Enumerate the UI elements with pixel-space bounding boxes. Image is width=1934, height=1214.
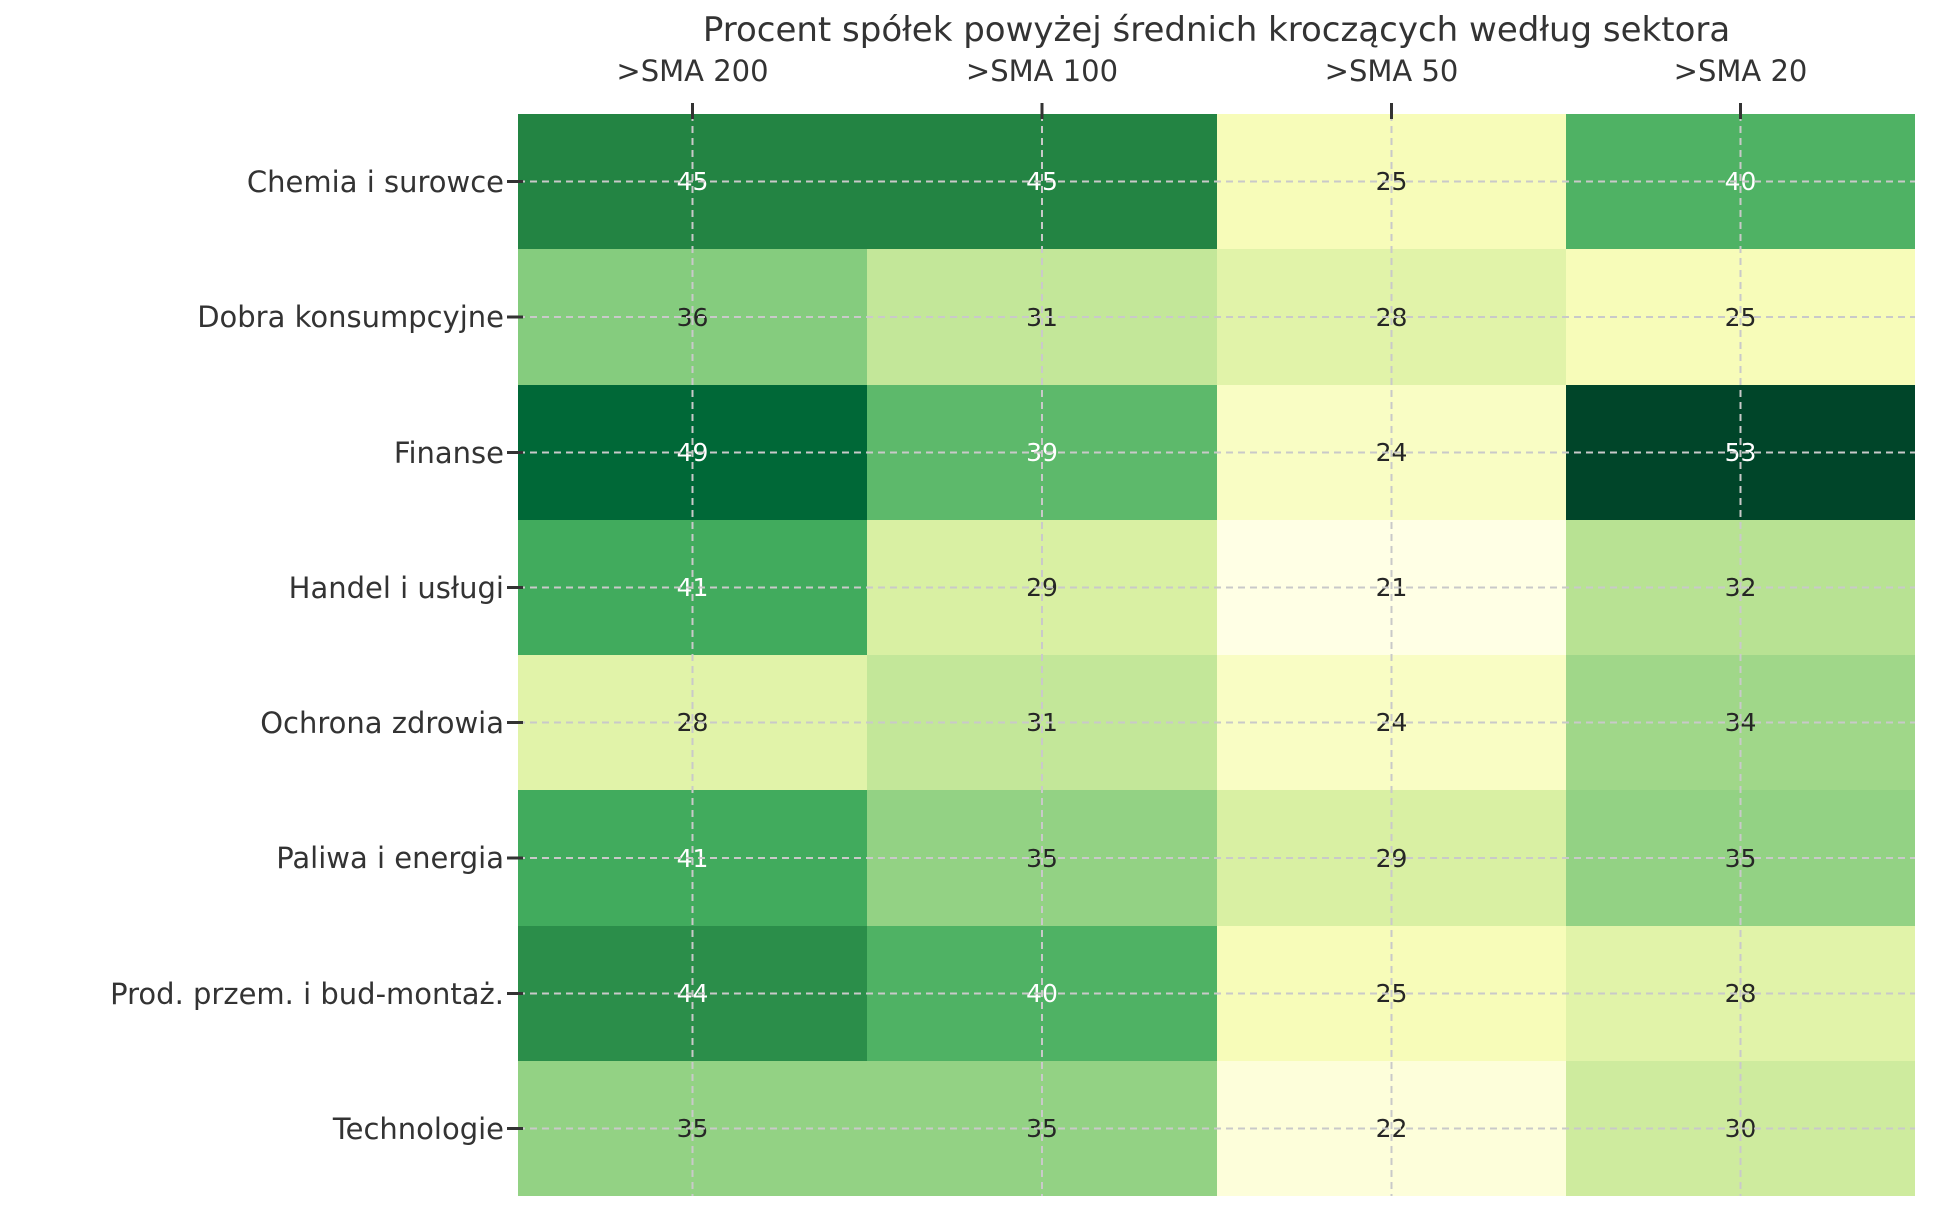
heatmap-cell: 36 bbox=[518, 249, 867, 385]
heatmap-cell: 39 bbox=[867, 385, 1217, 520]
heatmap-cell: 21 bbox=[1217, 520, 1566, 655]
cell-value: 28 bbox=[676, 708, 709, 737]
cell-value: 45 bbox=[1026, 167, 1058, 196]
cell-value: 25 bbox=[1375, 167, 1408, 196]
heatmap-cell: 41 bbox=[518, 520, 867, 655]
cell-value: 29 bbox=[1026, 573, 1058, 602]
cell-value: 35 bbox=[1026, 843, 1058, 873]
heatmap-cell: 24 bbox=[1217, 655, 1566, 790]
cell-value: 40 bbox=[1724, 167, 1757, 196]
heatmap-cell: 31 bbox=[867, 655, 1217, 790]
heatmap-cell: 49 bbox=[518, 385, 867, 520]
cell-value: 39 bbox=[1026, 438, 1058, 467]
heatmap-cell: 29 bbox=[867, 520, 1217, 655]
column-header-sma-200: >SMA 200 bbox=[616, 54, 769, 88]
cell-value: 30 bbox=[1724, 1114, 1757, 1143]
cell-value: 49 bbox=[676, 438, 709, 467]
cell-value: 21 bbox=[1375, 573, 1408, 602]
heatmap-cell: 40 bbox=[867, 926, 1217, 1061]
heatmap-cell: 35 bbox=[867, 1061, 1217, 1196]
cell-value: 45 bbox=[676, 167, 709, 196]
cell-value: 32 bbox=[1724, 573, 1757, 602]
heatmap-cell: 28 bbox=[518, 655, 867, 790]
heatmap-cell: 40 bbox=[1566, 114, 1915, 249]
cell-value: 24 bbox=[1375, 708, 1408, 737]
cell-value: 35 bbox=[676, 1114, 709, 1143]
heatmap-cell: 30 bbox=[1566, 1061, 1915, 1196]
heatmap-cell: 25 bbox=[1217, 114, 1566, 249]
column-header-sma-50: >SMA 50 bbox=[1324, 54, 1459, 88]
column-header-sma-100: >SMA 100 bbox=[965, 54, 1119, 88]
cell-value: 28 bbox=[1375, 302, 1408, 332]
cell-value: 24 bbox=[1375, 438, 1408, 467]
heatmap-cell: 53 bbox=[1566, 385, 1915, 520]
heatmap-cell: 35 bbox=[518, 1061, 867, 1196]
heatmap-cell: 35 bbox=[867, 790, 1217, 926]
heatmap-cell: 25 bbox=[1566, 249, 1915, 385]
cell-value: 41 bbox=[676, 573, 709, 602]
row-label: Handel i usługi bbox=[288, 570, 504, 605]
heatmap-cell: 31 bbox=[867, 249, 1217, 385]
cell-value: 35 bbox=[1724, 843, 1757, 873]
cell-value: 34 bbox=[1724, 708, 1757, 737]
heatmap-cell: 28 bbox=[1217, 249, 1566, 385]
cell-value: 41 bbox=[676, 843, 709, 873]
heatmap-cell: 45 bbox=[518, 114, 867, 249]
heatmap-cell: 25 bbox=[1217, 926, 1566, 1061]
row-label: Technologie bbox=[332, 1111, 504, 1146]
cell-value: 25 bbox=[1724, 302, 1757, 332]
row-label: Prod. przem. i bud-montaż. bbox=[110, 976, 504, 1011]
heatmap-cell: 44 bbox=[518, 926, 867, 1061]
row-label: Dobra konsumpcyjne bbox=[197, 300, 504, 334]
heatmap-cell: 34 bbox=[1566, 655, 1915, 790]
heatmap-cell: 41 bbox=[518, 790, 867, 926]
cell-value: 35 bbox=[1026, 1114, 1058, 1143]
cell-value: 31 bbox=[1026, 302, 1058, 332]
row-label: Ochrona zdrowia bbox=[260, 705, 504, 740]
row-label: Chemia i surowce bbox=[246, 164, 504, 199]
cell-value: 44 bbox=[676, 979, 709, 1008]
cell-value: 29 bbox=[1375, 843, 1408, 873]
heatmap-cell: 32 bbox=[1566, 520, 1915, 655]
cell-value: 28 bbox=[1724, 979, 1757, 1008]
chart-title: Procent spółek powyżej średnich kroczący… bbox=[702, 10, 1731, 50]
cell-value: 31 bbox=[1026, 708, 1058, 737]
heatmap-cell: 45 bbox=[867, 114, 1217, 249]
heatmap-cell: 28 bbox=[1566, 926, 1915, 1061]
heatmap-cell: 24 bbox=[1217, 385, 1566, 520]
row-label: Paliwa i energia bbox=[276, 841, 504, 875]
heatmap-cell: 22 bbox=[1217, 1061, 1566, 1196]
heatmap-cell: 29 bbox=[1217, 790, 1566, 926]
cell-value: 36 bbox=[676, 302, 709, 332]
cell-value: 53 bbox=[1724, 438, 1757, 467]
cell-value: 22 bbox=[1375, 1114, 1408, 1143]
row-label: Finanse bbox=[393, 435, 504, 470]
cell-value: 40 bbox=[1026, 979, 1058, 1008]
heatmap-cell: 35 bbox=[1566, 790, 1915, 926]
column-header-sma-20: >SMA 20 bbox=[1673, 54, 1808, 88]
cell-value: 25 bbox=[1375, 979, 1408, 1008]
